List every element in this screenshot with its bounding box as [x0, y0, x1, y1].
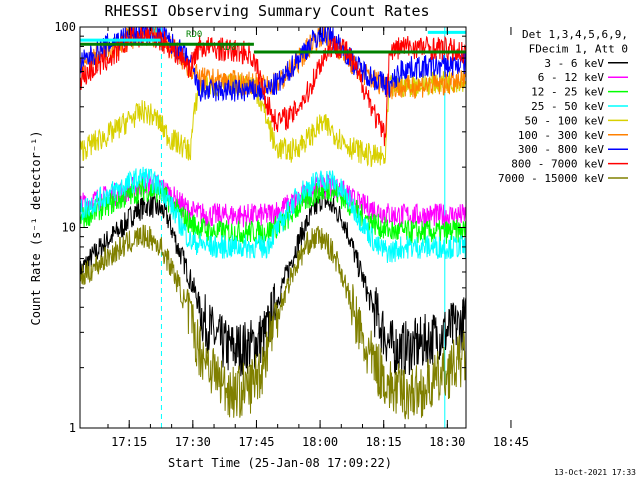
series-line-7 — [80, 27, 466, 147]
series-8 — [80, 224, 466, 420]
x-tick-label-6: 18:45 — [493, 435, 529, 449]
series-3 — [80, 166, 466, 263]
x-tick-label-0: 17:15 — [111, 435, 147, 449]
legend-label-3: 25 - 50 keV — [531, 100, 604, 113]
x-tick-label-5: 18:30 — [429, 435, 465, 449]
series-4 — [80, 70, 466, 168]
x-tick-label-2: 17:45 — [238, 435, 274, 449]
legend-label-7: 800 - 7000 keV — [511, 158, 604, 171]
legend-label-2: 12 - 25 keV — [531, 86, 604, 99]
series-0 — [80, 190, 466, 377]
series-line-4 — [80, 70, 466, 168]
legend-label-6: 300 - 800 keV — [518, 143, 604, 156]
flag-label-1: RD0 — [220, 43, 236, 53]
flag-label-0: RD0 — [186, 30, 202, 40]
y-axis-label: Count Rate (s⁻¹ detector⁻¹) — [29, 130, 43, 325]
x-tick-label-3: 18:00 — [302, 435, 338, 449]
legend-label-4: 50 - 100 keV — [525, 114, 605, 127]
legend-label-8: 7000 - 15000 keV — [498, 172, 604, 185]
x-axis-label: Start Time (25-Jan-08 17:09:22) — [168, 456, 392, 470]
x-tick-label-4: 18:15 — [366, 435, 402, 449]
legend-label-1: 6 - 12 keV — [538, 71, 605, 84]
legend-header-1: FDecim 1, Att 0 — [529, 42, 628, 55]
legend-label-0: 3 - 6 keV — [544, 57, 604, 70]
series-line-8 — [80, 224, 466, 420]
y-tick-label-0: 1 — [69, 421, 76, 435]
legend-header-0: Det 1,3,4,5,6,9, — [522, 28, 628, 41]
legend-label-5: 100 - 300 keV — [518, 129, 604, 142]
footer-timestamp: 13-Oct-2021 17:33 — [554, 468, 636, 477]
y-tick-label-1: 10 — [62, 221, 76, 235]
series-line-0 — [80, 190, 466, 377]
y-tick-label-2: 100 — [54, 20, 76, 34]
series-line-3 — [80, 166, 466, 263]
flag-label-2: N — [152, 25, 157, 35]
chart-title: RHESSI Observing Summary Count Rates — [104, 2, 429, 20]
x-tick-label-1: 17:30 — [175, 435, 211, 449]
series-7 — [80, 27, 466, 147]
